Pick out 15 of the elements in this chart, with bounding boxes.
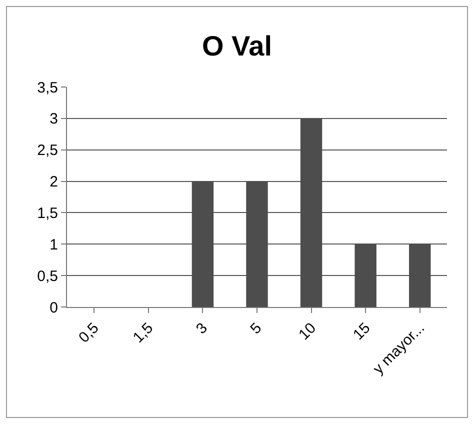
x-tick-label: 5 <box>247 320 266 338</box>
y-tick-label: 2 <box>50 174 58 191</box>
y-tick-label: 0,5 <box>37 268 58 285</box>
x-tick-label: 15 <box>350 320 374 344</box>
x-tick-label: 10 <box>296 320 320 344</box>
x-tick-label: 3 <box>192 320 211 338</box>
y-tick-label: 1 <box>50 236 58 254</box>
y-tick-label: 3 <box>50 110 58 128</box>
chart-title: O Val <box>202 30 272 62</box>
x-tick-label: 0,5 <box>76 320 102 346</box>
y-tick-label: 0 <box>50 299 58 316</box>
y-tick-label: 1,5 <box>37 204 58 222</box>
y-tick-label: 3,5 <box>37 79 58 96</box>
y-tick-label: 2,5 <box>37 142 58 160</box>
x-tick-label: 1,5 <box>130 320 157 346</box>
